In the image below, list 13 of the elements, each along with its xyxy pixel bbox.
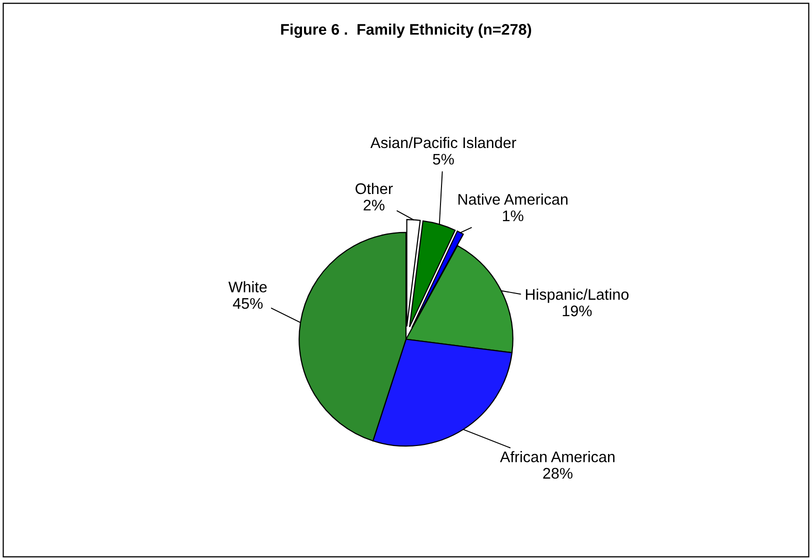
slice-label: African American bbox=[500, 451, 614, 462]
slice-label: White bbox=[228, 281, 267, 292]
chart-title: Figure 6 . Family Ethnicity (n=278) bbox=[281, 24, 532, 38]
data-label: 45% bbox=[232, 298, 263, 309]
data-label: 5% bbox=[432, 154, 454, 165]
data-label: 1% bbox=[502, 210, 524, 222]
slice-label: Native American bbox=[458, 194, 568, 205]
data-label: 28% bbox=[543, 468, 572, 479]
data-label: 19% bbox=[562, 306, 592, 316]
data-label: 2% bbox=[364, 200, 384, 210]
slice-label: Asian/Pacific Islander bbox=[370, 136, 516, 148]
slice-label: Hispanic/Latino bbox=[526, 288, 629, 303]
slice-label: Other bbox=[356, 182, 393, 194]
